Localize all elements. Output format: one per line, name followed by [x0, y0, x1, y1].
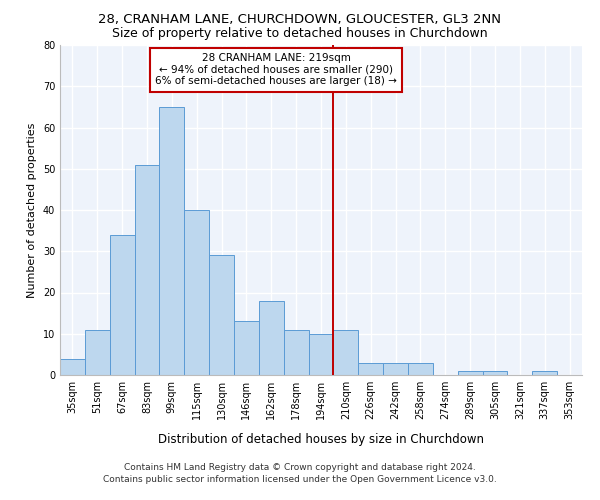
Y-axis label: Number of detached properties: Number of detached properties — [27, 122, 37, 298]
Bar — [383, 362, 408, 375]
Bar — [234, 322, 259, 375]
Bar — [284, 330, 308, 375]
Bar — [408, 362, 433, 375]
Bar — [259, 300, 284, 375]
Bar — [110, 235, 134, 375]
Bar — [308, 334, 334, 375]
Text: Contains HM Land Registry data © Crown copyright and database right 2024.: Contains HM Land Registry data © Crown c… — [124, 464, 476, 472]
Bar — [60, 358, 85, 375]
Text: Distribution of detached houses by size in Churchdown: Distribution of detached houses by size … — [158, 432, 484, 446]
Text: 28, CRANHAM LANE, CHURCHDOWN, GLOUCESTER, GL3 2NN: 28, CRANHAM LANE, CHURCHDOWN, GLOUCESTER… — [98, 12, 502, 26]
Bar — [458, 371, 482, 375]
Bar — [358, 362, 383, 375]
Bar — [532, 371, 557, 375]
Bar — [209, 256, 234, 375]
Bar — [160, 107, 184, 375]
Bar — [85, 330, 110, 375]
Bar — [134, 164, 160, 375]
Bar — [184, 210, 209, 375]
Bar — [334, 330, 358, 375]
Bar — [482, 371, 508, 375]
Text: 28 CRANHAM LANE: 219sqm
← 94% of detached houses are smaller (290)
6% of semi-de: 28 CRANHAM LANE: 219sqm ← 94% of detache… — [155, 53, 397, 86]
Text: Size of property relative to detached houses in Churchdown: Size of property relative to detached ho… — [112, 28, 488, 40]
Text: Contains public sector information licensed under the Open Government Licence v3: Contains public sector information licen… — [103, 474, 497, 484]
